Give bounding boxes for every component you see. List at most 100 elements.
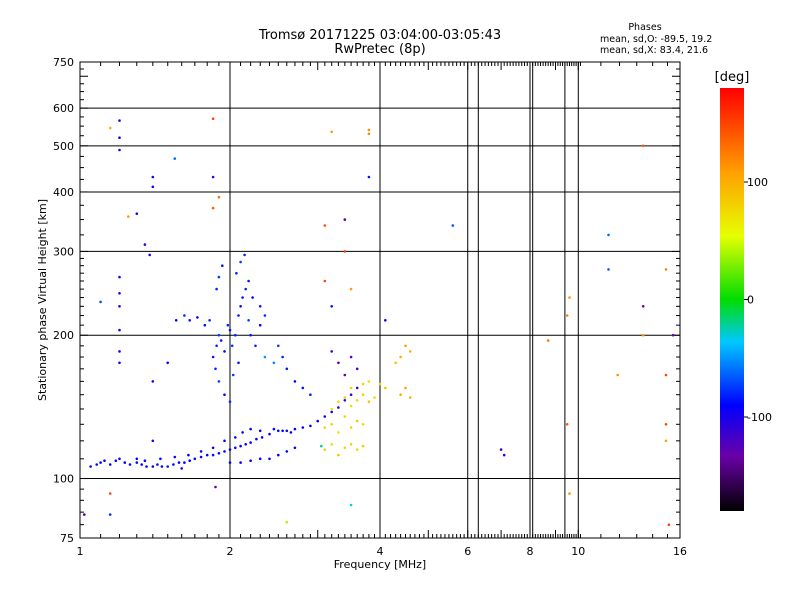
data-point (128, 463, 132, 466)
data-point (226, 323, 230, 327)
data-point (215, 287, 218, 291)
x-tick-label: 1 (77, 545, 84, 558)
data-point (349, 355, 353, 359)
data-point (272, 427, 276, 431)
data-point (277, 453, 280, 457)
data-point (127, 215, 130, 218)
data-point (565, 314, 569, 317)
data-point (330, 130, 334, 134)
data-point (323, 279, 327, 283)
data-point (268, 432, 271, 436)
data-points (83, 117, 675, 526)
data-point (237, 314, 240, 317)
data-point (244, 443, 247, 446)
data-point (361, 444, 365, 448)
data-point (151, 175, 155, 179)
data-point (355, 399, 359, 402)
grid-lines (80, 62, 680, 538)
data-point (258, 305, 262, 308)
data-point (143, 459, 147, 463)
data-point (243, 253, 246, 257)
data-point (211, 355, 215, 359)
x-tick-label: 6 (464, 545, 471, 558)
data-point (607, 233, 610, 237)
data-point (211, 117, 215, 120)
data-point (103, 459, 106, 463)
data-point (378, 382, 382, 386)
data-point (234, 436, 237, 439)
data-point (247, 319, 250, 322)
data-point (230, 344, 234, 348)
data-point (108, 126, 112, 130)
y-tick-label: 400 (53, 186, 74, 199)
data-point (239, 305, 242, 308)
data-point (135, 212, 139, 215)
x-tick-label: 4 (377, 545, 384, 558)
data-point (211, 206, 215, 210)
data-point (399, 393, 402, 397)
data-point (664, 423, 668, 426)
data-point (114, 459, 118, 463)
data-point (404, 386, 407, 390)
data-point (217, 380, 221, 383)
data-point (118, 148, 121, 152)
data-point (355, 386, 359, 390)
data-point (211, 453, 215, 457)
data-point (173, 157, 177, 160)
data-point (160, 465, 164, 468)
data-point (671, 333, 675, 337)
stats-x-mode: mean, sd,X: 83.4, 21.6 (600, 45, 709, 56)
data-point (293, 446, 297, 450)
data-point (143, 243, 147, 246)
data-point (108, 492, 112, 495)
x-tick-label: 10 (571, 545, 585, 558)
data-point (173, 455, 177, 459)
data-point (217, 333, 221, 337)
data-point (373, 396, 376, 399)
data-point (285, 367, 289, 371)
data-point (118, 305, 121, 308)
data-point (260, 436, 264, 439)
data-point (247, 279, 250, 283)
data-point (251, 296, 254, 299)
data-point (199, 450, 203, 453)
data-point (135, 457, 139, 461)
data-point (255, 437, 258, 441)
data-point (151, 380, 155, 383)
data-point (217, 275, 221, 279)
data-point (187, 453, 190, 457)
data-point (208, 319, 211, 322)
data-point (565, 423, 569, 426)
data-point (361, 382, 365, 386)
data-point (108, 513, 112, 516)
data-point (293, 427, 297, 431)
data-point (223, 439, 226, 443)
y-axis-label: Stationary phase Virtual Height [km] (36, 199, 49, 401)
data-point (118, 292, 121, 295)
data-point (140, 463, 143, 466)
data-point (320, 444, 323, 448)
data-point (285, 429, 289, 433)
data-point (211, 175, 215, 179)
data-point (239, 444, 242, 448)
data-point (196, 316, 199, 319)
data-point (199, 455, 203, 459)
x-axis-label: Frequency [MHz] (334, 558, 426, 571)
data-point (118, 457, 121, 461)
data-point (249, 427, 252, 431)
data-point (323, 224, 327, 227)
data-point (281, 355, 284, 359)
data-point (159, 457, 162, 461)
data-point (258, 457, 262, 461)
data-point (258, 323, 262, 327)
data-point (349, 404, 353, 408)
data-point (355, 419, 359, 423)
data-point (568, 296, 571, 299)
data-point (343, 396, 347, 399)
data-point (214, 485, 217, 489)
data-point (118, 275, 121, 279)
data-point (641, 333, 645, 337)
data-point (361, 423, 365, 426)
data-point (228, 400, 232, 404)
